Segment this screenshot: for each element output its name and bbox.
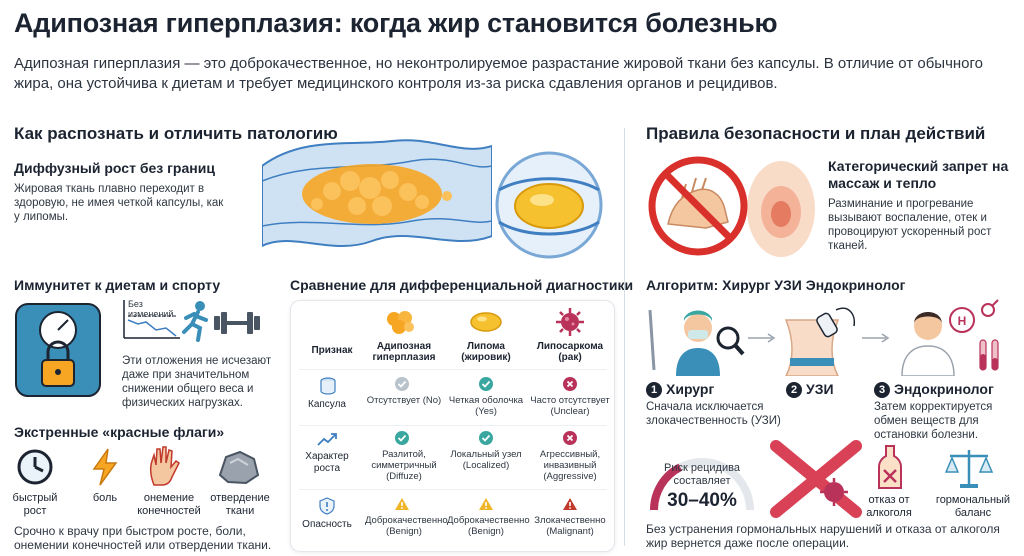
dumbbell-icon [212,310,262,336]
warning-triangle-icon [478,497,494,511]
flags-note: Срочно к врачу при быстром росте, боли, … [14,524,272,552]
factor-label: отказ от алкоголя [866,494,912,519]
step-surgeon-text: Сначала исключается злокачественность (У… [646,401,781,427]
status-ok-icon [479,377,493,391]
surgeon-icon [646,300,746,376]
immunity-title: Иммунитет к диетам и спорту [14,277,221,293]
status-bad-icon [563,431,577,445]
flag-label: онемение конечностей [137,492,201,517]
massage-ban-illustration [646,154,816,264]
lipoma-icon [469,311,503,333]
col-header-lipoma: Липома (жировик) [461,341,511,363]
cell: Локальный узел (Localized) [450,449,522,471]
ban-text: Разминание и прогревание вызывают воспал… [828,198,992,252]
left-heading: Как распознать и отличить патологию [14,124,338,143]
hand-icon [146,445,182,487]
runner-icon [178,300,212,342]
flags-title: Экстренные «красные флаги» [14,424,225,440]
cell: Разлитой, симметричный (Diffuze) [371,449,437,482]
row-label-capsule: Капсула [308,399,346,410]
step-ultrasound: 2 УЗИ [786,381,834,398]
diffuse-tissue-illustration [262,126,492,261]
step-name: Хирург [666,381,715,397]
page-title: Адипозная гиперплазия: когда жир станови… [14,8,778,38]
step-number: 1 [646,382,662,398]
step-name: Эндокринолог [894,381,994,397]
cell: Доброкачественно (Benign) [365,515,448,537]
recurrence-gauge-fill [650,463,683,511]
status-bad-icon [563,377,577,391]
col-header-adipose: Адипозная гиперплазия [372,341,436,363]
right-heading: Правила безопасности и план действий [646,124,986,143]
status-ok-icon [479,431,493,445]
diffuse-title: Диффузный рост без границ [14,160,215,176]
stone-icon [216,449,260,485]
row-label-danger: Опасность [302,519,352,530]
cell: Доброкачественно (Benign) [447,515,530,537]
capsule-icon [319,377,337,395]
flag-label: отвердение ткани [210,492,270,517]
step-endocrinologist-text: Затем корректируется обмен веществ для о… [874,401,993,441]
intro-text: Адипозная гиперплазия — это доброкачеств… [14,55,984,92]
status-neutral-icon [395,377,409,391]
endocrinologist-icon: H [896,296,1008,376]
fat-cells-icon [385,309,415,335]
section-divider [624,128,625,546]
diffuse-text: Жировая ткань плавно переходит в здорову… [14,183,224,223]
warning-triangle-icon [394,497,410,511]
comparison-table: Признак Адипозная гиперплазия Липома (жи… [290,300,615,552]
status-ok-icon [395,431,409,445]
graph-label: Без изменений [128,299,174,319]
arrow-icon [862,332,892,344]
algorithm-title: Алгоритм: Хирург УЗИ Эндокринолог [646,277,906,293]
cell: Четкая оболочка (Yes) [448,395,524,417]
factor-label: гормональный баланс [935,494,1011,519]
lipoma-capsule-illustration [494,150,604,260]
recurrence-value: 30–40% [667,490,737,511]
balance-scale-icon [944,446,994,490]
no-alcohol-icon [876,444,904,490]
danger-triangle-icon [562,497,578,511]
growth-trend-icon [317,431,339,447]
row-label-growth: Характер роста [305,451,349,474]
col-feature-header: Признак [311,345,353,356]
ultrasound-icon [780,300,860,376]
svg-text:H: H [958,314,967,328]
flag-label: боль [92,492,118,504]
step-number: 2 [786,382,802,398]
immunity-text: Эти отложения не исчезают даже при значи… [122,355,272,409]
right-note: Без устранения гормональных нарушений и … [646,522,1000,550]
lightning-icon [90,447,120,487]
no-change-graph [122,298,182,340]
cell: Отсутствует (No) [366,395,442,406]
recurrence-x-illustration [766,440,866,518]
step-endocrinologist: 3 Эндокринолог [874,381,994,398]
recurrence-gauge [648,450,756,516]
step-number: 3 [874,382,890,398]
scale-lock-icon [12,300,104,400]
flag-label: быстрый рост [12,492,58,517]
liposarcoma-icon [555,307,585,337]
step-surgeon: 1 Хирург [646,381,714,398]
comparison-title: Сравнение для дифференциальной диагности… [290,277,634,293]
step-name: УЗИ [806,381,834,397]
arrow-icon [748,332,778,344]
cell: Часто отсутствует (Unclear) [530,395,610,417]
ban-title: Категорический запрет на массаж и тепло [828,158,1009,191]
shield-warning-icon [319,497,335,515]
cell: Агрессивный, инвазивный (Aggressive) [539,449,601,482]
recurrence-label: Риск рецидива составляет [664,462,740,487]
col-header-liposarcoma: Липосаркома (рак) [536,341,604,363]
clock-icon [14,447,56,487]
cell: Злокачественно (Malignant) [534,515,606,537]
